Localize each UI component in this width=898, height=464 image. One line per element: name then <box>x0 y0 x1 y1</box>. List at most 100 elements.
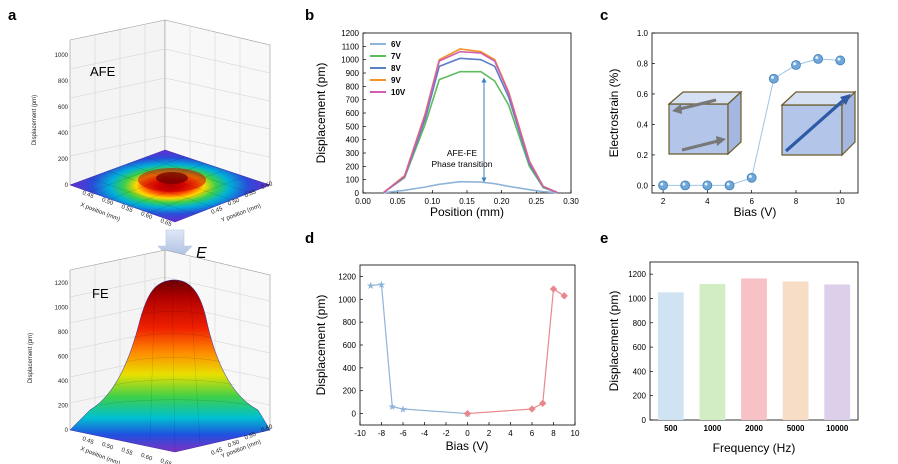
c-data-point-highlight <box>726 182 730 186</box>
afe-x-tick-label: 0.60 <box>140 211 154 221</box>
afe-x-tick-label: 0.55 <box>120 204 134 214</box>
afe-peak-center <box>156 172 188 184</box>
d-diamond-marker <box>463 409 472 418</box>
c-x-tick-label: 6 <box>749 197 754 206</box>
fe-z-tick-label: 1200 <box>55 281 69 287</box>
d-star-marker: ★ <box>377 280 386 291</box>
afe-x-tick-label: 0.50 <box>101 197 115 207</box>
afe-dipole-arrowhead-up <box>672 104 682 114</box>
fe-z-tick-label: 400 <box>58 379 69 385</box>
d-x-tick-label: 0 <box>465 429 470 438</box>
b-series-line-8V <box>383 57 558 194</box>
d-x-tick-label: 10 <box>571 429 580 438</box>
d-star-marker: ★ <box>399 405 408 416</box>
b-series-line-6V <box>383 180 558 194</box>
e-x-tick-label: 500 <box>664 424 678 433</box>
d-x-tick-label: 6 <box>530 429 535 438</box>
panel-label-c: c <box>600 7 608 24</box>
c-data-point-highlight <box>660 182 664 186</box>
b-x-label: Position (mm) <box>430 205 504 219</box>
c-data-point-highlight <box>771 75 775 79</box>
panel-b: b 0.00 0.05 0.10 0.15 0.20 0.25 0.30 0 100 200 300… <box>305 7 579 219</box>
e-bar-1000 <box>699 283 726 420</box>
e-bar-5000 <box>782 281 809 420</box>
afe-y-tick-label: 0.60 <box>261 181 275 191</box>
fe-x-tick-label: 0.55 <box>120 447 134 457</box>
b-legend: 6V 7V 8V 9V 10V <box>370 40 406 97</box>
d-y-tick-label: 1200 <box>338 272 356 281</box>
b-y-tick-label: 900 <box>346 69 360 78</box>
afe-x-tick-label: 0.65 <box>159 218 173 228</box>
b-axes: 0.00 0.05 0.10 0.15 0.20 0.25 0.30 0 100 200 300 40… <box>341 29 579 206</box>
d-axes: -10 -8 -6 -4 -2 0 2 4 6 8 10 0 200 400 600 800 1000 1200 <box>338 272 580 438</box>
b-y-tick-label: 100 <box>346 176 360 185</box>
b-y-tick-label: 800 <box>346 82 360 91</box>
afe-dipole-arrow-up <box>675 98 717 112</box>
afe-z-ticks: 0 200 400 600 800 1000 <box>55 53 69 189</box>
c-y-tick-label: 0.4 <box>637 120 649 129</box>
d-x-tick-label: 8 <box>551 429 556 438</box>
fe-dipole-arrow <box>784 96 848 153</box>
c-data-point <box>724 180 735 191</box>
b-y-tick-label: 600 <box>346 109 360 118</box>
afe-y-tick-label: 0.45 <box>211 206 225 216</box>
fe-y-tick-label: 0.50 <box>227 439 241 449</box>
c-data-point-highlight <box>793 62 797 66</box>
c-data-point-highlight <box>815 56 819 60</box>
c-data-point <box>680 180 691 191</box>
b-x-tick-label: 0.05 <box>390 197 406 206</box>
afe-wall-grid <box>69 24 271 180</box>
c-y-tick-label: 0.8 <box>637 59 649 68</box>
c-data-point <box>768 73 779 84</box>
c-data-point-highlight <box>682 182 686 186</box>
afe-z-tick-label: 800 <box>58 79 69 85</box>
e-bar-10000 <box>824 284 851 420</box>
fe-x-label: X position (mm) <box>79 446 120 464</box>
fe-x-tick-label: 0.50 <box>101 442 115 452</box>
fe-y-tick-label: 0.45 <box>211 447 225 457</box>
e-field-label: E <box>196 245 207 262</box>
e-x-tick-label: 1000 <box>704 424 722 433</box>
b-y-tick-label: 1000 <box>341 56 359 65</box>
e-axes: 0 200 400 600 800 1000 1200 <box>628 270 653 425</box>
fe-z-ticks: 0 200 400 600 800 1000 1200 <box>55 281 69 434</box>
fe-title: FE <box>92 286 109 301</box>
b-y-tick-label: 0 <box>355 189 360 198</box>
d-series-line-positive <box>467 287 565 415</box>
afe-title: AFE <box>90 64 116 79</box>
c-data-point <box>746 172 757 183</box>
b-y-label: Displacement (pm) <box>314 63 328 164</box>
afe-dipole-arrowhead-down <box>716 136 726 146</box>
b-legend-label-8V: 8V <box>391 64 401 73</box>
c-data-point <box>658 180 668 191</box>
c-data-point <box>791 60 801 70</box>
panel-label-d: d <box>305 230 314 247</box>
d-x-tick-label: -6 <box>399 429 407 438</box>
b-series-line-10V <box>383 50 558 194</box>
e-x-label: Frequency (Hz) <box>713 441 796 455</box>
e-y-tick-label: 0 <box>642 416 647 425</box>
fe-z-tick-label: 800 <box>58 330 69 336</box>
d-y-tick-label: 200 <box>343 387 357 396</box>
c-x-tick-label: 8 <box>794 197 799 206</box>
b-x-tick-label: 0.15 <box>459 197 475 206</box>
afe-x-label: X position (mm) <box>79 202 120 223</box>
fe-z-tick-label: 1000 <box>55 306 69 312</box>
b-x-tick-label: 0.10 <box>425 197 441 206</box>
c-data-point <box>702 180 713 191</box>
fe-y-label: Y position (mm) <box>221 439 262 460</box>
c-x-label: Bias (V) <box>734 205 777 219</box>
c-y-tick-label: 0.6 <box>637 90 649 99</box>
b-y-tick-label: 1100 <box>342 42 360 51</box>
annotation-afe-fe: AFE-FE <box>447 148 478 158</box>
fe-y-tick-label: 0.60 <box>261 424 275 434</box>
c-plot-frame <box>651 32 859 194</box>
afe-dipole-arrow-down <box>681 138 723 152</box>
d-y-tick-label: 0 <box>352 410 357 419</box>
d-star-marker: ★ <box>388 402 397 413</box>
d-star-marker: ★ <box>366 281 375 292</box>
panel-d: d -10 -8 -6 -4 -2 0 2 4 6 8 10 0 200 400 600 800 1000 120… <box>305 230 580 453</box>
d-x-tick-label: -2 <box>442 429 450 438</box>
e-bar-500 <box>657 292 684 420</box>
